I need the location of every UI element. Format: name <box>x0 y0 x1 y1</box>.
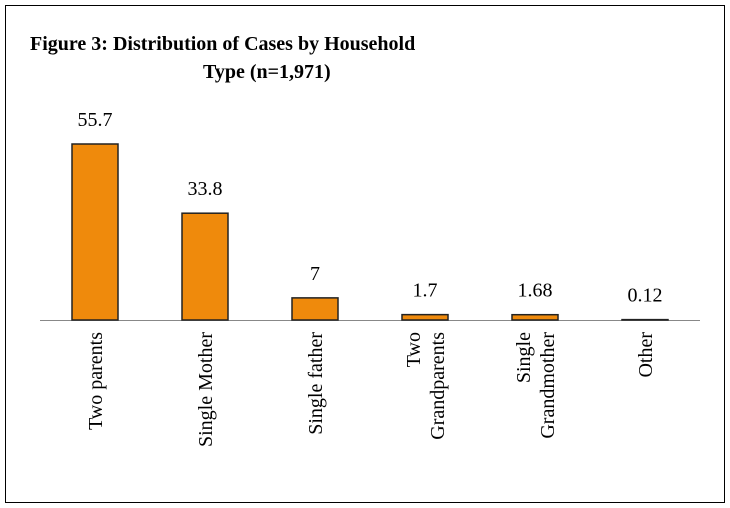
x-tick-label: Single Mother <box>195 332 217 447</box>
x-tick-label: Single Grandmother <box>513 332 559 439</box>
data-label: 7 <box>310 263 320 285</box>
x-tick-label: Two parents <box>85 332 107 430</box>
bar <box>71 143 119 321</box>
data-label: 55.7 <box>78 109 113 131</box>
data-label: 0.12 <box>628 285 663 307</box>
data-label: 1.7 <box>413 280 438 302</box>
bar <box>511 313 559 321</box>
bar <box>401 313 449 321</box>
chart-title: Figure 3: Distribution of Cases by House… <box>30 33 415 83</box>
x-tick-label: Single father <box>305 332 327 435</box>
data-label: 1.68 <box>518 280 553 302</box>
chart-frame <box>5 5 725 503</box>
bar <box>181 212 229 321</box>
data-label: 33.8 <box>188 178 223 200</box>
x-tick-label: Other <box>635 332 657 378</box>
x-tick-label: Two Grandparents <box>403 332 449 440</box>
bar <box>291 297 339 321</box>
